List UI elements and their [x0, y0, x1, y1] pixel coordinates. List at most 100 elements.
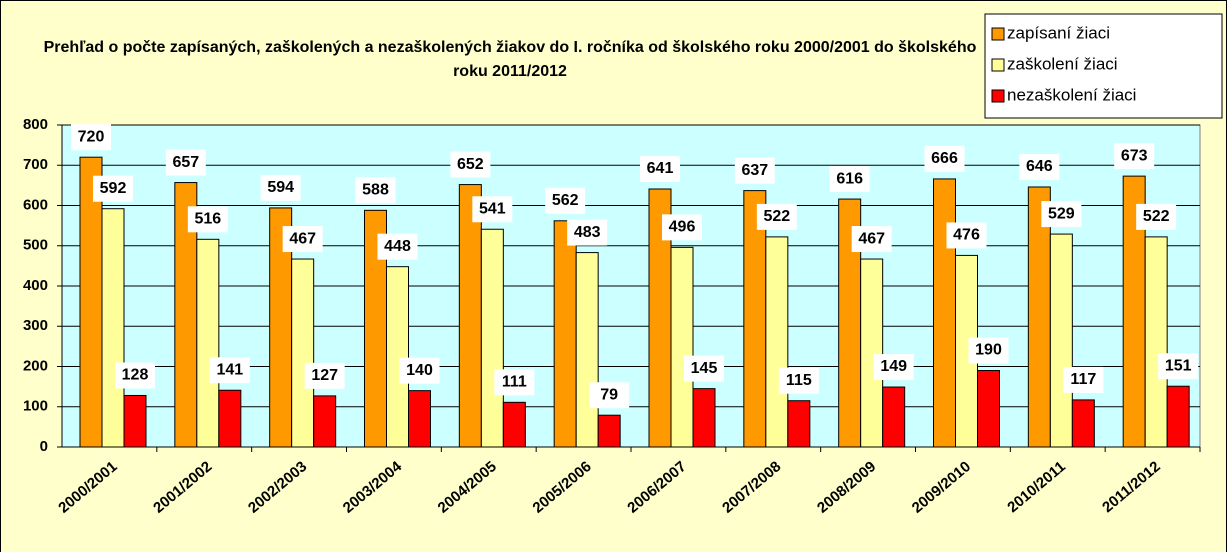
- bar: [291, 258, 315, 448]
- value-label-box: [71, 124, 111, 151]
- x-tick-label: 2006/2007: [624, 458, 689, 517]
- bar: [692, 388, 716, 448]
- bar: [196, 238, 220, 448]
- x-tick-label: 2010/2011: [1004, 458, 1069, 516]
- x-tick-label: 2009/2010: [909, 458, 974, 517]
- y-tick-label: 600: [23, 196, 48, 213]
- y-tick-label: 700: [23, 156, 48, 173]
- y-tick-label: 800: [23, 116, 48, 133]
- bar: [480, 228, 504, 448]
- bar: [575, 252, 599, 448]
- bar: [882, 386, 906, 448]
- value-label: 522: [1143, 208, 1170, 225]
- bar: [458, 184, 482, 448]
- legend-label: zapísaní žiaci: [1007, 23, 1110, 42]
- bar: [553, 220, 577, 448]
- legend-label: zaškolení žiaci: [1007, 54, 1118, 73]
- value-label-box: [450, 151, 491, 178]
- y-tick-label: 300: [23, 317, 48, 334]
- chart-title: Prehľad o počte zapísaných, zaškolených …: [43, 39, 977, 80]
- value-label-box: [282, 226, 323, 253]
- value-label-box: [115, 362, 155, 389]
- value-label-box: [165, 149, 206, 176]
- value-label: 516: [194, 211, 221, 228]
- bar: [386, 266, 409, 448]
- bar: [1049, 233, 1073, 448]
- y-tick-label: 200: [23, 357, 48, 374]
- legend-swatch: [991, 58, 1005, 72]
- value-label-box: [873, 354, 914, 381]
- value-label-box: [640, 155, 680, 182]
- value-label-box: [494, 369, 535, 396]
- bar: [313, 395, 337, 448]
- value-label-box: [734, 157, 775, 184]
- bar: [977, 370, 1000, 448]
- value-label: 594: [267, 179, 294, 196]
- bar: [408, 390, 431, 448]
- value-label-box: [946, 222, 987, 249]
- y-tick-label: 400: [23, 277, 48, 294]
- value-label: 588: [362, 182, 389, 199]
- bar: [670, 246, 694, 448]
- value-label: 115: [786, 372, 812, 389]
- value-label-box: [1019, 153, 1060, 180]
- y-tick-label: 100: [23, 398, 48, 415]
- value-label-box: [377, 233, 418, 260]
- value-label-box: [589, 382, 630, 409]
- value-label: 529: [1048, 205, 1075, 222]
- value-label-box: [756, 203, 797, 230]
- value-label: 673: [1121, 147, 1148, 164]
- x-tick-label: 2007/2008: [719, 458, 784, 517]
- value-label-box: [1063, 366, 1104, 393]
- bar: [765, 236, 789, 448]
- value-label-box: [567, 219, 608, 246]
- value-label-box: [1158, 353, 1199, 380]
- x-tick-label: 2003/2004: [340, 458, 406, 517]
- value-label-box: [851, 226, 892, 253]
- value-label: 496: [669, 219, 696, 236]
- bar: [860, 258, 884, 448]
- value-label: 79: [600, 386, 618, 403]
- value-label: 448: [384, 238, 411, 255]
- value-label: 117: [1070, 371, 1096, 388]
- value-label-box: [260, 174, 301, 201]
- legend-swatch: [991, 27, 1005, 41]
- bar: [787, 400, 811, 448]
- x-tick-label: 2001/2002: [150, 458, 215, 517]
- value-label-box: [187, 206, 228, 233]
- x-tick-label: 2000/2001: [55, 458, 120, 517]
- x-tick-label: 2004/2005: [435, 458, 500, 517]
- value-label: 641: [647, 160, 674, 177]
- bar: [1144, 236, 1168, 448]
- legend-label: nezaškolení žiaci: [1007, 85, 1136, 104]
- legend-box: [984, 13, 1223, 119]
- value-label: 145: [691, 360, 718, 377]
- value-label: 141: [216, 361, 243, 378]
- x-tick-label: 2011/2012: [1099, 458, 1164, 516]
- value-label: 140: [406, 362, 433, 379]
- value-label-box: [968, 337, 1009, 364]
- x-tick-label: 2008/2009: [814, 458, 879, 517]
- value-label-box: [1136, 203, 1177, 230]
- value-label-box: [472, 196, 513, 223]
- value-label: 562: [552, 192, 579, 209]
- value-label-box: [355, 177, 396, 204]
- value-label-box: [1041, 201, 1082, 228]
- value-label: 652: [457, 156, 484, 173]
- value-label-box: [924, 145, 965, 172]
- value-label: 657: [172, 154, 199, 171]
- bar: [101, 208, 125, 448]
- value-label: 522: [763, 208, 790, 225]
- value-label: 190: [975, 342, 1002, 359]
- bar: [1166, 385, 1190, 448]
- value-label-box: [1114, 143, 1155, 170]
- value-label: 476: [953, 227, 980, 244]
- bar: [123, 394, 147, 448]
- value-label: 149: [880, 358, 907, 375]
- value-label: 646: [1026, 158, 1053, 175]
- bar: [597, 414, 621, 448]
- bar: [1071, 399, 1095, 448]
- legend-swatch: [991, 89, 1005, 103]
